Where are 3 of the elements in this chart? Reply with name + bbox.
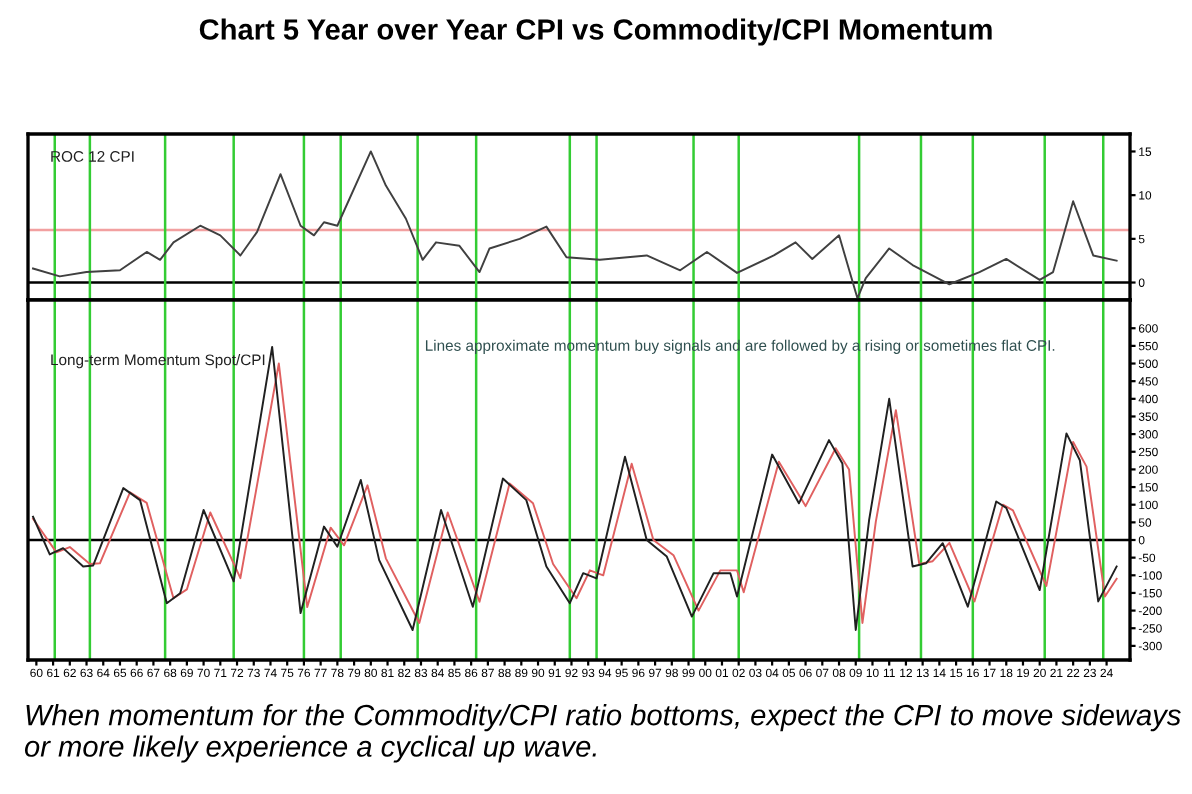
line-series xyxy=(32,150,1118,300)
text: When momentum for the Commodity/CPI ratio bottoms, expect the CPI to move sideways or more likely experience a cyclical up wave. xyxy=(24,704,1181,763)
chart-title: Chart 5 Year over Year CPI vs Commodity/CPI Momentum xyxy=(199,18,992,46)
